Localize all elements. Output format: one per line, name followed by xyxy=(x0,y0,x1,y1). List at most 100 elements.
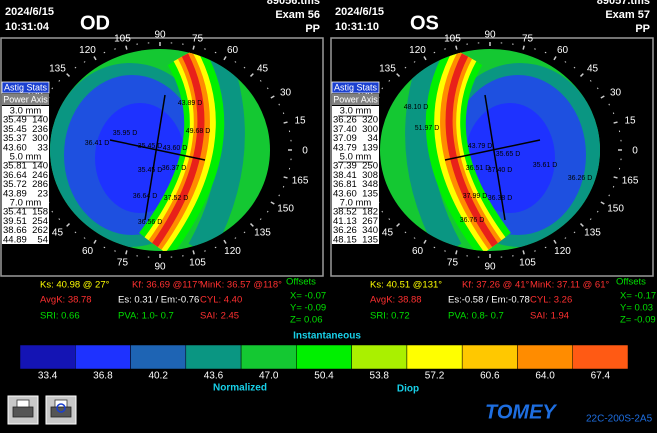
scale-normalized: Normalized xyxy=(213,383,267,394)
scale-value: 64.0 xyxy=(535,371,555,382)
astig-power: 36.26 xyxy=(333,115,357,126)
map-crescent-r xyxy=(445,53,498,247)
angle-label: 60 xyxy=(82,246,94,257)
index-value: SAI: 1.94 xyxy=(530,311,569,322)
angle-tick xyxy=(266,87,269,90)
zone-label: 5.0 mm xyxy=(340,152,372,163)
astig-power: 37.09 xyxy=(333,133,357,144)
astig-axis: 340 xyxy=(362,225,378,236)
angle-tick xyxy=(83,237,86,239)
magnifier[interactable] xyxy=(56,403,66,413)
map-value-label: 35.45 D xyxy=(138,167,163,174)
exam-time: 10:31:10 xyxy=(335,21,379,33)
astig-subtitle: Power Axis xyxy=(333,94,378,104)
scale-cell xyxy=(517,344,573,370)
printer-body[interactable] xyxy=(12,406,34,418)
index-value: Es:-0.58 / Em:-0.78 xyxy=(448,295,530,306)
astig-axis: 140 xyxy=(32,115,48,126)
angle-tick xyxy=(58,218,61,220)
angle-label: 105 xyxy=(519,258,536,269)
angle-label: 60 xyxy=(557,45,569,56)
map-value-label: 36.76 D xyxy=(460,217,485,224)
map-value-label: 51.97 D xyxy=(415,125,440,132)
print-button[interactable] xyxy=(7,395,39,425)
index-value: SAI: 2.45 xyxy=(200,311,239,322)
angle-tick xyxy=(51,210,54,213)
zone-label: 3.0 mm xyxy=(340,106,372,117)
scale-cell xyxy=(351,344,408,370)
angle-tick xyxy=(270,201,275,205)
astig-axis: 23 xyxy=(37,188,48,199)
astig-power: 36.81 xyxy=(333,179,357,190)
map-value-label: 37.40 D xyxy=(488,167,513,174)
astig-table-bg xyxy=(332,106,379,244)
astig-power: 35.49 xyxy=(3,115,27,126)
astig-power: 43.79 xyxy=(333,142,357,153)
angle-tick xyxy=(234,61,237,63)
angle-tick xyxy=(413,237,416,239)
map-value-label: 35.45 D xyxy=(138,143,163,150)
angle-label: 120 xyxy=(79,45,96,56)
angle-label: 165 xyxy=(292,176,309,187)
angle-tick xyxy=(579,73,584,77)
index-value: Z= -0.09 xyxy=(620,315,656,326)
map-value-label: 36.38 D xyxy=(488,195,513,202)
angle-label: 150 xyxy=(607,204,624,215)
map-value-label: 35.65 D xyxy=(496,151,521,158)
angle-label: 45 xyxy=(587,64,599,75)
map-value-label: 43.60 D xyxy=(163,145,188,152)
astig-axis: 300 xyxy=(32,133,48,144)
angle-tick xyxy=(270,95,275,99)
angle-label: 90 xyxy=(484,30,496,41)
map-ring-outer xyxy=(405,49,462,251)
scale-cell xyxy=(185,344,242,370)
topography-map xyxy=(50,49,270,251)
angle-tick xyxy=(249,73,254,77)
angle-label: 135 xyxy=(49,64,66,75)
exam-number: Exam 57 xyxy=(605,9,650,21)
astig-power: 39.51 xyxy=(3,216,27,227)
scale-cell xyxy=(75,344,131,370)
map-value-label: 48.10 D xyxy=(404,104,429,111)
scale-value: 47.0 xyxy=(259,371,279,382)
eye-label: OS xyxy=(410,12,439,34)
astig-axis: 348 xyxy=(362,179,378,190)
angle-tick xyxy=(93,56,97,61)
axis-line xyxy=(484,94,506,221)
angle-tick xyxy=(259,80,262,82)
angle-tick xyxy=(413,61,416,63)
astig-power: 43.89 xyxy=(3,188,27,199)
astig-power: 35.72 xyxy=(3,179,27,190)
astig-title-bg xyxy=(331,81,380,94)
print-preview-button[interactable] xyxy=(45,395,77,425)
angle-tick xyxy=(579,223,584,227)
angle-tick xyxy=(249,223,254,227)
angle-tick xyxy=(66,223,71,227)
astig-power: 35.41 xyxy=(3,207,27,218)
angle-tick xyxy=(423,56,427,61)
astig-axis: 300 xyxy=(362,124,378,135)
angle-tick xyxy=(396,223,401,227)
angle-tick xyxy=(553,239,557,244)
astig-power: 35.45 xyxy=(3,124,27,135)
angle-tick xyxy=(125,45,128,50)
angle-label: 150 xyxy=(277,204,294,215)
map-value-label: 36.64 D xyxy=(133,193,158,200)
angle-tick xyxy=(573,66,576,69)
angle-tick xyxy=(66,73,71,77)
map-value-label: 36.56 D xyxy=(138,219,163,226)
angle-label: 90 xyxy=(484,262,496,273)
angle-tick xyxy=(223,239,227,244)
exam-time: 10:31:04 xyxy=(5,21,50,33)
astig-axis: 140 xyxy=(32,161,48,172)
angle-label: 30 xyxy=(610,88,622,99)
exam-mode: PP xyxy=(635,23,650,35)
angle-label: 90 xyxy=(154,262,166,273)
astig-axis: 246 xyxy=(32,170,48,181)
angle-tick xyxy=(93,239,97,244)
angle-label: 105 xyxy=(444,34,461,45)
angle-tick xyxy=(613,176,618,179)
index-value: MinK: 37.11 @ 61° xyxy=(530,280,609,291)
map-value-label: 43.79 D xyxy=(468,143,493,150)
scale-cell xyxy=(406,344,463,370)
